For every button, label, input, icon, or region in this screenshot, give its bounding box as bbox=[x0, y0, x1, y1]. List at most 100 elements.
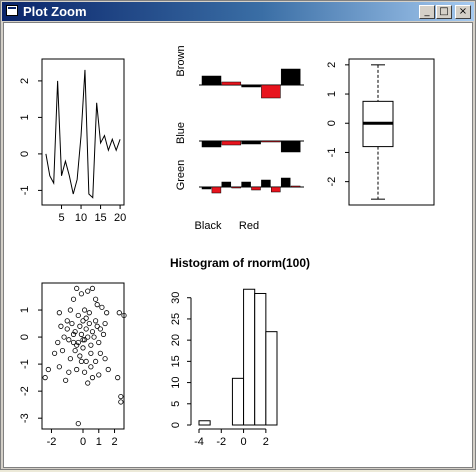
line-plot: 5 10 15 20 -1 0 1 2 bbox=[19, 58, 126, 224]
scatter-point bbox=[94, 323, 100, 329]
scatter-point bbox=[94, 302, 100, 308]
scatter-point bbox=[78, 291, 85, 297]
scatter-point bbox=[78, 331, 85, 337]
histogram-plot: Histogram of rnorm(100) -4 -2 0 20510152025… bbox=[170, 256, 310, 448]
scatter-plot-frame bbox=[41, 282, 125, 430]
bar-mark bbox=[251, 186, 261, 191]
box-plot: -2 -1 0 1 2 bbox=[326, 58, 435, 206]
title-bar[interactable]: Plot Zoom _ □ × bbox=[2, 2, 474, 21]
scatter-point bbox=[96, 339, 102, 346]
scatter-point bbox=[121, 312, 127, 319]
scatter-point bbox=[100, 331, 107, 337]
y-tick-label: 0 bbox=[170, 422, 182, 428]
histogram-bar bbox=[231, 377, 245, 426]
bar-mark bbox=[241, 181, 251, 188]
scatter-point bbox=[104, 310, 110, 316]
scatter-point bbox=[75, 312, 81, 319]
scatter-point bbox=[118, 399, 124, 405]
scatter-point bbox=[93, 296, 99, 302]
y-tick-label: 25 bbox=[170, 313, 182, 325]
scatter-point bbox=[86, 310, 92, 316]
bar-mark bbox=[211, 186, 222, 194]
y-tick-label: -2 bbox=[19, 386, 31, 396]
scatter-point bbox=[115, 375, 121, 381]
scatter-point bbox=[83, 315, 89, 321]
x-tick-label: 20 bbox=[114, 212, 126, 224]
scatter-point bbox=[58, 323, 64, 329]
scatter-point bbox=[70, 331, 77, 337]
x-tick-label: 0 bbox=[241, 436, 247, 448]
maximize-button[interactable]: □ bbox=[436, 5, 452, 19]
y-tick-label: -1 bbox=[19, 186, 31, 196]
scatter-point bbox=[85, 334, 91, 340]
scatter-point bbox=[74, 285, 80, 292]
x-tick-label: 10 bbox=[75, 212, 87, 224]
row-label: Green bbox=[175, 160, 187, 191]
scatter-point bbox=[93, 358, 99, 365]
scatter-point bbox=[70, 296, 77, 302]
y-tick-label: 2 bbox=[19, 78, 31, 84]
bar-mark bbox=[231, 186, 241, 189]
bar-mark bbox=[261, 179, 271, 188]
close-button[interactable]: × bbox=[455, 5, 471, 19]
bar-mark bbox=[201, 75, 222, 86]
scatter-point bbox=[78, 358, 85, 365]
x-tick-label: 5 bbox=[58, 212, 64, 224]
scatter-point bbox=[56, 310, 62, 316]
line-series bbox=[45, 69, 121, 199]
y-tick-label: 15 bbox=[170, 355, 182, 367]
bar-mark bbox=[280, 68, 301, 86]
scatter-point bbox=[89, 329, 96, 335]
histogram-bar bbox=[265, 331, 278, 426]
scatter-point bbox=[89, 285, 96, 292]
scatter-point bbox=[86, 320, 92, 327]
minimize-button[interactable]: _ bbox=[419, 5, 435, 19]
scatter-point bbox=[42, 375, 48, 381]
scatter-point bbox=[81, 307, 88, 313]
scatter-point bbox=[72, 329, 78, 335]
y-tick-label: 0 bbox=[19, 334, 31, 340]
y-tick-label: 1 bbox=[19, 114, 31, 120]
x-tick-label: -2 bbox=[47, 436, 57, 448]
y-tick-label: 1 bbox=[326, 91, 338, 97]
scatter-point bbox=[72, 347, 78, 354]
bar-mark bbox=[201, 140, 222, 148]
bar-mark bbox=[271, 186, 281, 193]
scatter-point bbox=[97, 326, 103, 332]
x-tick-label: 2 bbox=[111, 436, 117, 448]
y-tick-label: 5 bbox=[170, 401, 182, 407]
scatter-point bbox=[81, 337, 88, 343]
x-tick-label: -4 bbox=[194, 436, 204, 448]
window-title: Plot Zoom bbox=[23, 4, 87, 19]
y-tick-label: 30 bbox=[170, 292, 182, 304]
histogram-title: Histogram of rnorm(100) bbox=[170, 256, 310, 270]
scatter-point bbox=[64, 318, 70, 324]
plot-area: 5 10 15 20 -1 0 1 2 Brown Blue Green Black Red -2 -1… bbox=[3, 22, 473, 468]
window-app-icon bbox=[6, 5, 18, 16]
bar-mark bbox=[221, 81, 242, 86]
column-label: Black bbox=[195, 220, 222, 232]
scatter-point bbox=[75, 420, 81, 427]
bar-mark bbox=[280, 140, 301, 153]
scatter-point bbox=[67, 307, 73, 313]
scatter-point bbox=[64, 326, 70, 332]
scatter-point bbox=[102, 356, 108, 362]
y-tick-label: 1 bbox=[19, 307, 31, 313]
scatter-point bbox=[89, 375, 96, 381]
scatter-point bbox=[80, 318, 86, 324]
scatter-point bbox=[88, 342, 94, 348]
scatter-point bbox=[55, 339, 61, 346]
bar-mark bbox=[241, 84, 261, 88]
scatter-point bbox=[74, 366, 80, 373]
scatter-point bbox=[59, 347, 66, 354]
scatter-point bbox=[83, 326, 89, 332]
y-tick-label: -1 bbox=[19, 359, 31, 369]
histogram-bar bbox=[198, 420, 211, 426]
bar-mark bbox=[261, 140, 281, 143]
scatter-point bbox=[45, 366, 51, 373]
x-tick-label: 0 bbox=[80, 436, 86, 448]
row-label: Brown bbox=[175, 45, 187, 76]
scatter-point bbox=[61, 334, 67, 340]
histogram-bar bbox=[254, 292, 267, 426]
